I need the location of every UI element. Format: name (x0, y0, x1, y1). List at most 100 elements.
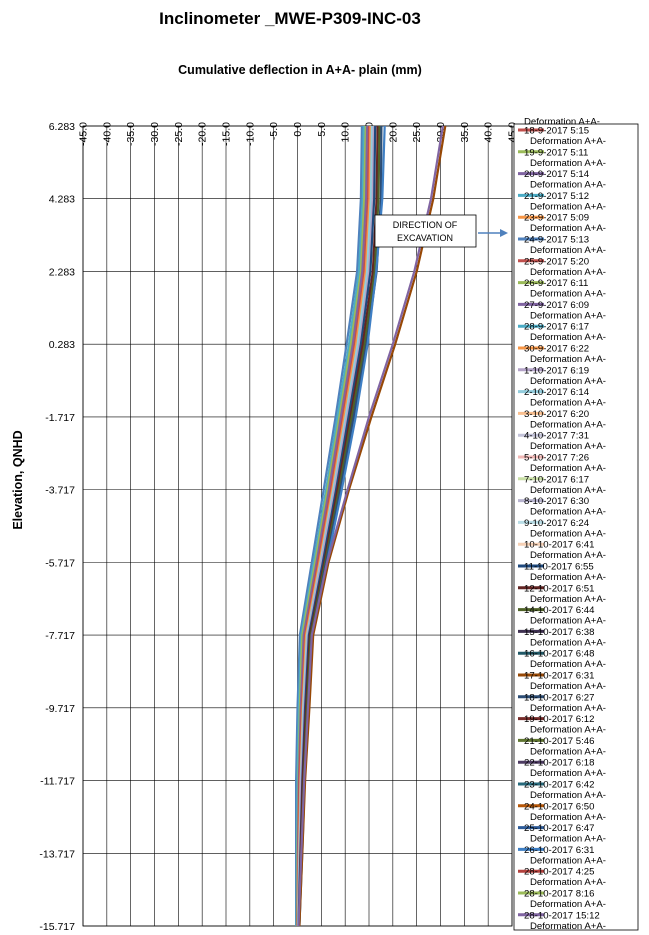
legend-date-label: 23-9-2017 5:09 (524, 213, 589, 224)
x-tick-label: 0.0 (292, 122, 304, 137)
legend-date-label: 18-10-2017 6:27 (524, 692, 594, 703)
legend-series-label: Deformation A+A- (530, 136, 606, 147)
legend-series-label: Deformation A+A- (530, 158, 606, 169)
legend-frame (513, 123, 639, 931)
legend-date-label: 23-10-2017 6:42 (524, 780, 594, 791)
callout-box (374, 214, 477, 248)
legend-date-label: 1-10-2017 6:19 (524, 365, 589, 376)
legend-series-label: Deformation A+A- (530, 180, 606, 191)
x-tick-label: -5.0 (268, 122, 280, 140)
x-tick-label: -20.0 (197, 122, 209, 146)
legend-date-label: 28-9-2017 6:17 (524, 322, 589, 333)
y-tick-label: 6.283 (49, 121, 75, 133)
legend-date-label: 20-9-2017 5:14 (524, 169, 590, 180)
x-tick-label: -35.0 (125, 122, 137, 146)
legend-series-label: Deformation A+A- (530, 550, 606, 561)
legend-date-label: 28-10-2017 8:16 (524, 889, 594, 900)
y-tick-label: -7.717 (45, 630, 75, 642)
y-tick-label: -5.717 (45, 557, 75, 569)
y-tick-label: 2.283 (49, 266, 75, 278)
x-tick-label: -40.0 (101, 122, 113, 146)
data-series-group (295, 125, 447, 927)
legend-date-label: 7-10-2017 6:17 (524, 474, 589, 485)
legend-series-label: Deformation A+A- (530, 267, 606, 278)
legend-series-label: Deformation A+A- (530, 376, 606, 387)
legend-date-label: 19-10-2017 6:12 (524, 714, 594, 725)
x-tick-label: -10.0 (244, 122, 256, 146)
legend-date-label: 28-10-2017 4:25 (524, 867, 594, 878)
legend-date-label: 17-10-2017 6:31 (524, 671, 594, 682)
legend-date-label: 9-10-2017 6:24 (524, 518, 590, 529)
x-tick-label: 35.0 (459, 122, 471, 143)
legend-date-label: 26-9-2017 6:11 (524, 278, 588, 289)
legend-date-label: 14-10-2017 6:44 (524, 605, 595, 616)
legend-series-label: Deformation A+A- (530, 594, 606, 605)
legend: Deformation A+A- 18-9-2017 5:15Deformati… (513, 117, 639, 932)
legend-date-label: 10-10-2017 6:41 (524, 540, 594, 551)
legend-date-label: 2-10-2017 6:14 (524, 387, 590, 398)
legend-date-label: 30-9-2017 6:22 (524, 344, 589, 355)
legend-series-label: Deformation A+A- (530, 507, 606, 518)
legend-date-label: 11-10-2017 6:55 (524, 562, 594, 573)
legend-date-label: 16-10-2017 6:48 (524, 649, 594, 660)
legend-series-label: Deformation A+A- (530, 855, 606, 866)
legend-series-label: Deformation A+A- (530, 398, 606, 409)
legend-series-label: Deformation A+A- (530, 441, 606, 452)
y-tick-label: 0.283 (49, 339, 75, 351)
chart-title: Inclinometer _MWE-P309-INC-03 (159, 9, 421, 28)
legend-series-label: Deformation A+A- (530, 768, 606, 779)
legend-series-label: Deformation A+A- (530, 289, 606, 300)
x-tick-label: -15.0 (221, 122, 233, 146)
x-tick-labels: -45.0 -40.0 -35.0 -30.0 -25.0 -20.0 -15.0 -10.0… (78, 122, 519, 146)
legend-date-label: 18-9-2017 5:15 (524, 126, 589, 137)
y-tick-label: -3.717 (45, 485, 75, 497)
x-tick-label: -25.0 (173, 122, 185, 146)
y-tick-label: -13.717 (39, 848, 75, 860)
legend-date-label: 4-10-2017 7:31 (524, 431, 589, 442)
legend-date-label: 12-10-2017 6:51 (524, 583, 594, 594)
x-tick-label: 5.0 (316, 122, 328, 137)
callout-arrow-head-icon (500, 229, 508, 237)
legend-series-label: Deformation A+A- (530, 790, 606, 801)
legend-partial-top-label: Deformation A+A- (524, 117, 600, 128)
legend-date-label: 3-10-2017 6:20 (524, 409, 589, 420)
legend-series-label: Deformation A+A- (530, 703, 606, 714)
legend-series-label: Deformation A+A- (530, 310, 606, 321)
y-tick-label: -1.717 (45, 412, 75, 424)
legend-series-label: Deformation A+A- (530, 899, 606, 910)
series-line (295, 125, 363, 926)
legend-series-label: Deformation A+A- (530, 201, 606, 212)
x-axis-title: Cumulative deflection in A+A- plain (mm) (178, 63, 422, 77)
legend-date-label: 27-9-2017 6:09 (524, 300, 589, 311)
legend-date-label: 24-10-2017 6:50 (524, 801, 594, 812)
x-tick-label: 10.0 (340, 122, 352, 143)
legend-series-label: Deformation A+A- (530, 834, 606, 845)
legend-series-label: Deformation A+A- (530, 746, 606, 757)
legend-series-label: Deformation A+A- (530, 528, 606, 539)
y-tick-label: -9.717 (45, 703, 75, 715)
y-axis-title: Elevation, QNHD (11, 430, 25, 529)
legend-date-label: 21-9-2017 5:12 (524, 191, 589, 202)
y-tick-label: -15.717 (39, 921, 75, 933)
x-tick-label: 25.0 (411, 122, 423, 143)
x-tick-label: -45.0 (78, 122, 90, 146)
legend-date-label: 25-10-2017 6:47 (524, 823, 594, 834)
y-tick-labels: 6.283 4.283 2.283 0.283 -1.717 -3.717 -5.717 -7… (39, 121, 75, 933)
x-tick-label: 20.0 (387, 122, 399, 143)
legend-series-label: Deformation A+A- (530, 681, 606, 692)
y-tick-label: 4.283 (49, 194, 75, 206)
legend-date-label: 5-10-2017 7:26 (524, 453, 589, 464)
legend-series-label: Deformation A+A- (530, 877, 606, 888)
callout-line-1: DIRECTION OF (393, 220, 458, 230)
legend-series-label: Deformation A+A- (530, 616, 606, 627)
legend-series-label: Deformation A+A- (530, 572, 606, 583)
legend-date-label: 25-9-2017 5:20 (524, 256, 589, 267)
legend-date-label: 15-10-2017 6:38 (524, 627, 594, 638)
series-line (297, 125, 444, 927)
legend-series-label: Deformation A+A- (530, 332, 606, 343)
legend-series-label: Deformation A+A- (530, 245, 606, 256)
legend-series-label: Deformation A+A- (530, 659, 606, 670)
legend-date-label: 22-10-2017 6:18 (524, 758, 594, 769)
legend-date-label: 8-10-2017 6:30 (524, 496, 589, 507)
